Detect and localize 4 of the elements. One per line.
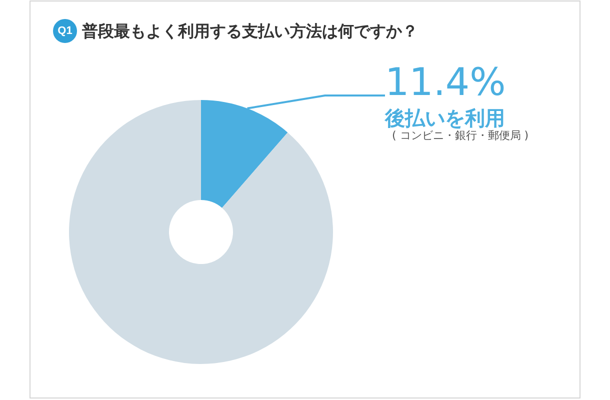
data-label: 11.4%: [385, 60, 506, 104]
chart-title: Q1 普段最もよく利用する支払い方法は何ですか？: [58, 22, 418, 40]
slice-label: 後払いを利用: [384, 106, 505, 130]
text: ( コンビニ・銀行・郵便局 ): [392, 129, 529, 142]
